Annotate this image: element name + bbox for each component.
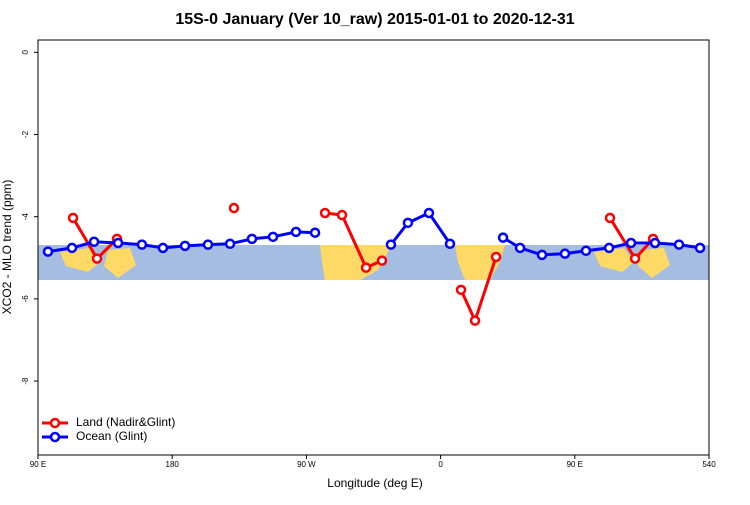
data-point: [136, 239, 148, 250]
data-point: [42, 246, 54, 257]
chart-title: 15S-0 January (Ver 10_raw) 2015-01-01 to…: [175, 11, 574, 28]
data-point: [444, 238, 456, 250]
data-point: [112, 237, 124, 249]
data-point: [246, 233, 258, 245]
y-tick-label: 0: [21, 50, 30, 55]
legend-label: Ocean (Glint): [76, 429, 147, 443]
data-point: [91, 253, 103, 264]
data-point: [228, 202, 240, 214]
data-point: [157, 242, 169, 254]
data-point: [497, 232, 509, 243]
data-point: [202, 239, 214, 250]
data-point: [629, 253, 641, 264]
data-point: [309, 227, 321, 238]
x-tick-label: 0: [438, 460, 443, 469]
data-point: [423, 207, 435, 219]
y-axis-label: XCO2 - MLO trend (ppm): [0, 180, 14, 315]
data-point: [625, 237, 637, 249]
land-shapes: [60, 245, 670, 280]
legend-marker: [49, 431, 61, 443]
data-point: [336, 209, 348, 221]
x-tick-label: 90 E: [30, 460, 46, 469]
data-point: [402, 217, 414, 229]
data-point: [376, 255, 388, 266]
data-point: [580, 245, 592, 257]
x-tick-label: 90 W: [297, 460, 316, 469]
x-axis-label: Longitude (deg E): [327, 476, 422, 490]
data-point: [385, 239, 397, 250]
data-point: [536, 249, 548, 261]
data-point: [66, 242, 78, 254]
data-point: [455, 284, 467, 296]
data-point: [673, 239, 685, 250]
data-point: [694, 242, 706, 254]
data-point: [267, 231, 279, 243]
data-point: [559, 248, 571, 259]
legend-marker: [49, 417, 61, 429]
data-point: [514, 242, 526, 254]
data-point: [604, 212, 616, 224]
plot-frame: [37, 39, 710, 456]
y-tick-label: -4: [21, 213, 30, 221]
data-point: [360, 262, 372, 273]
data-point: [319, 207, 331, 219]
data-point: [603, 242, 615, 254]
data-point: [67, 212, 79, 224]
data-point: [290, 226, 302, 238]
y-tick-label: -6: [21, 295, 30, 303]
data-point: [469, 315, 481, 326]
x-tick-label: 180: [166, 460, 180, 469]
y-tick-label: -8: [21, 377, 30, 385]
legend-label: Land (Nadir&Glint): [76, 415, 175, 429]
data-point: [224, 238, 236, 250]
x-tick-label: 90 E: [567, 460, 583, 469]
x-tick-label: 540: [702, 460, 716, 469]
y-tick-label: -2: [21, 130, 30, 138]
data-point: [490, 251, 502, 263]
data-point: [649, 237, 661, 249]
data-point: [88, 236, 100, 247]
data-point: [179, 240, 191, 252]
